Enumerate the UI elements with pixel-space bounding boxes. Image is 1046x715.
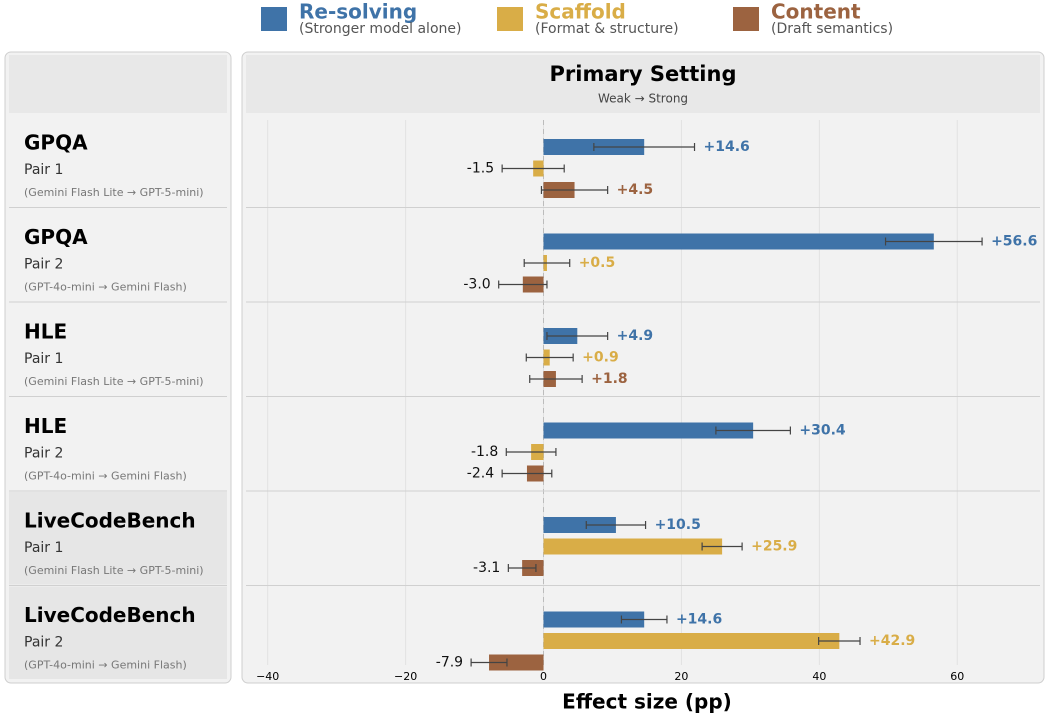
value-label: -2.4 [467, 466, 494, 482]
value-label: +42.9 [869, 633, 915, 649]
row-highlight [9, 586, 227, 679]
group-title: GPQA [24, 131, 88, 155]
chart-subtitle: Weak → Strong [598, 92, 688, 106]
group-models: (GPT-4o-mini → Gemini Flash) [24, 470, 187, 483]
value-label: -3.1 [473, 560, 500, 576]
group-models: (GPT-4o-mini → Gemini Flash) [24, 659, 187, 672]
group-pair: Pair 1 [24, 162, 63, 178]
group-title: LiveCodeBench [24, 603, 196, 627]
legend-label: Scaffold [535, 0, 626, 24]
x-tick-label: 0 [540, 670, 547, 683]
value-label: +56.6 [991, 234, 1037, 250]
group-title: GPQA [24, 225, 88, 249]
legend-description: (Stronger model alone) [299, 21, 461, 37]
group-models: (GPT-4o-mini → Gemini Flash) [24, 281, 187, 294]
group-title: HLE [24, 320, 67, 344]
left-header [9, 55, 227, 113]
x-tick-label: 20 [674, 670, 688, 683]
value-label: +4.9 [617, 328, 654, 344]
value-label: +14.6 [676, 612, 722, 628]
chart-title: Primary Setting [550, 62, 737, 86]
value-label: +0.5 [579, 255, 616, 271]
right-panel [241, 51, 1045, 684]
value-label: +14.6 [704, 139, 750, 155]
legend-description: (Format & structure) [535, 21, 679, 37]
value-label: -1.5 [467, 161, 494, 177]
x-axis-label: Effect size (pp) [562, 690, 732, 714]
value-label: +4.5 [617, 182, 654, 198]
bar [543, 538, 723, 555]
row-highlight [9, 492, 227, 585]
title-box [246, 55, 1040, 113]
value-label: +30.4 [799, 423, 846, 439]
value-label: +0.9 [582, 350, 619, 366]
group-models: (Gemini Flash Lite → GPT-5-mini) [24, 564, 204, 577]
bar [489, 654, 544, 671]
group-title: LiveCodeBench [24, 509, 196, 533]
legend-swatch [497, 7, 523, 31]
value-label: -7.9 [436, 655, 463, 671]
x-tick-label: 60 [950, 670, 964, 683]
legend-label: Content [771, 0, 861, 24]
legend-description: (Draft semantics) [771, 21, 893, 37]
group-pair: Pair 2 [24, 446, 63, 462]
group-title: HLE [24, 414, 67, 438]
group-models: (Gemini Flash Lite → GPT-5-mini) [24, 375, 204, 388]
value-label: +10.5 [655, 517, 701, 533]
group-pair: Pair 2 [24, 257, 63, 273]
bar [543, 422, 754, 439]
group-models: (Gemini Flash Lite → GPT-5-mini) [24, 186, 204, 199]
bar [543, 633, 840, 649]
value-label: -1.8 [471, 444, 498, 460]
bar [543, 611, 645, 628]
bar [543, 233, 934, 250]
x-tick-label: −40 [256, 670, 279, 683]
legend-swatch [261, 7, 287, 31]
x-tick-label: −20 [394, 670, 417, 683]
group-pair: Pair 2 [24, 635, 63, 651]
bar [543, 517, 616, 533]
value-label: -3.0 [463, 277, 490, 293]
value-label: +1.8 [591, 371, 628, 387]
legend-label: Re-solving [299, 0, 417, 24]
group-pair: Pair 1 [24, 351, 63, 367]
x-tick-label: 40 [812, 670, 826, 683]
value-label: +25.9 [751, 539, 797, 555]
group-pair: Pair 1 [24, 540, 63, 556]
legend-swatch [733, 7, 759, 31]
